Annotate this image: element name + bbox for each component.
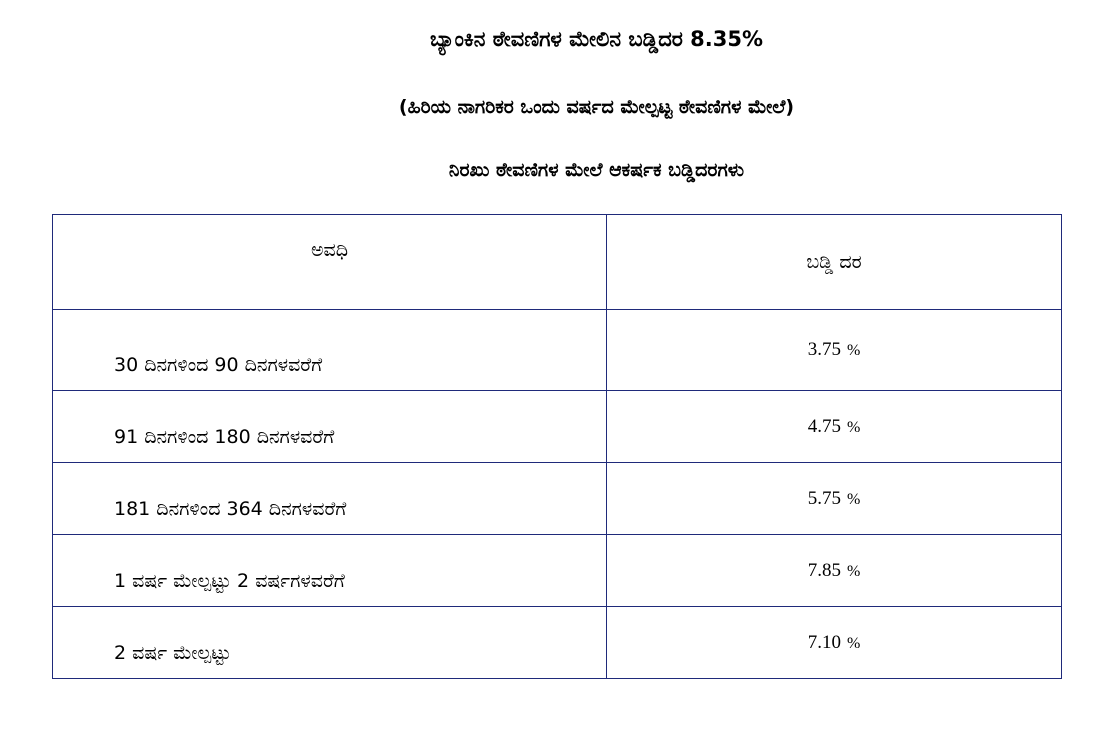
table-header-row: ಅವಧಿ ಬಡ್ಡಿ ದರ (52, 214, 1062, 310)
percent-sign: % (846, 634, 861, 652)
percent-sign: % (846, 342, 861, 359)
rate-value: 4.75 (807, 415, 841, 437)
page-subtitle: (ಹಿರಿಯ ನಾಗರಿಕರ ಒಂದು ವರ್ಷದ ಮೇಲ್ಪಟ್ಟ ಠೇವಣಿ… (398, 96, 795, 118)
rate-value: 7.10 (807, 631, 841, 653)
period-cell: 91 ದಿನಗಳಿಂದ 180 ದಿನಗಳವರೆಗೆ (52, 390, 607, 463)
table-row: 30 ದಿನಗಳಿಂದ 90 ದಿನಗಳವರೆಗೆ 3.75% (52, 309, 1062, 391)
period-cell: 30 ದಿನಗಳಿಂದ 90 ದಿನಗಳವರೆಗೆ (52, 309, 607, 391)
rate-cell: 7.10% (606, 606, 1062, 679)
rate-header-label: ಬಡ್ಡಿ ದರ (806, 251, 862, 273)
period-header-label: ಅವಧಿ (311, 239, 348, 261)
table-row: 181 ದಿನಗಳಿಂದ 364 ದಿನಗಳವರೆಗೆ 5.75% (52, 462, 1062, 535)
page-title: ಬ್ಯಾಂಕಿನ ಠೇವಣಿಗಳ ಮೇಲಿನ ಬಡ್ಡಿದರ 8.35% (429, 27, 764, 51)
table-row: 2 ವರ್ಷ ಮೇಲ್ಪಟ್ಟು 7.10% (52, 606, 1062, 679)
rate-value: 3.75 (807, 339, 841, 360)
period-column-header: ಅವಧಿ (52, 214, 607, 310)
percent-sign: % (846, 562, 861, 580)
rate-column-header: ಬಡ್ಡಿ ದರ (606, 214, 1062, 310)
section-heading: ನಿರಖು ಠೇವಣಿಗಳ ಮೇಲೆ ಆಕರ್ಷಕ ಬಡ್ಡಿದರಗಳು (448, 159, 745, 181)
period-cell: 1 ವರ್ಷ ಮೇಲ್ಪಟ್ಟು 2 ವರ್ಷಗಳವರೆಗೆ (52, 534, 607, 607)
interest-rate-table: ಅವಧಿ ಬಡ್ಡಿ ದರ 30 ದಿನಗಳಿಂದ 90 ದಿನಗಳವರೆಗೆ … (52, 214, 1062, 679)
rate-cell: 3.75% (606, 309, 1062, 391)
rate-cell: 4.75% (606, 390, 1062, 463)
period-cell: 181 ದಿನಗಳಿಂದ 364 ದಿನಗಳವರೆಗೆ (52, 462, 607, 535)
table-row: 1 ವರ್ಷ ಮೇಲ್ಪಟ್ಟು 2 ವರ್ಷಗಳವರೆಗೆ 7.85% (52, 534, 1062, 607)
rate-cell: 5.75% (606, 462, 1062, 535)
percent-sign: % (846, 418, 861, 436)
table-row: 91 ದಿನಗಳಿಂದ 180 ದಿನಗಳವರೆಗೆ 4.75% (52, 390, 1062, 463)
period-cell: 2 ವರ್ಷ ಮೇಲ್ಪಟ್ಟು (52, 606, 607, 679)
rate-value: 7.85 (807, 559, 841, 581)
percent-sign: % (846, 490, 861, 508)
rate-cell: 7.85% (606, 534, 1062, 607)
rate-value: 5.75 (807, 487, 841, 509)
